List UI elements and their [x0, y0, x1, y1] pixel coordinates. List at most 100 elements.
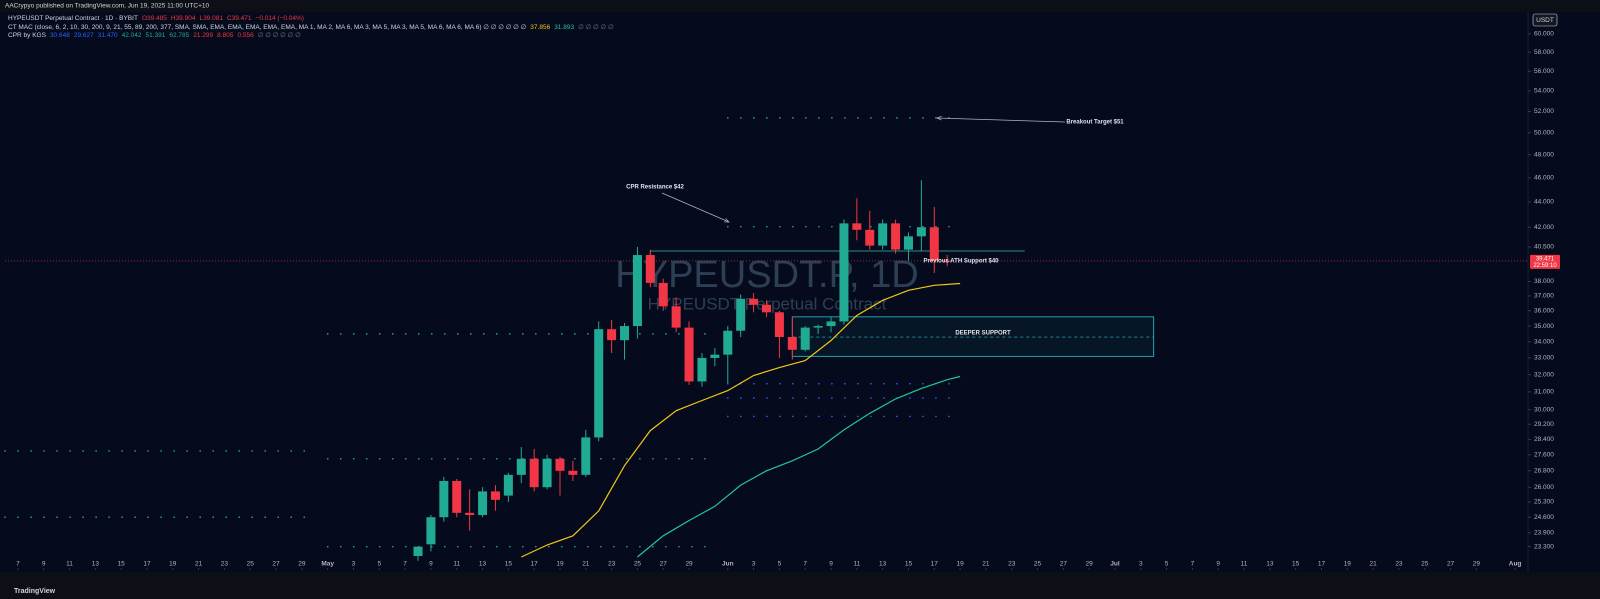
candle-body	[723, 330, 733, 355]
arrow-head	[723, 218, 730, 223]
x-tick-label: 17	[531, 561, 539, 568]
x-tick-label: 13	[879, 561, 887, 568]
x-tick-label: 3	[752, 561, 756, 568]
x-tick-label: 27	[272, 561, 280, 568]
annotation-arrow	[661, 192, 730, 223]
candle-body	[542, 458, 552, 488]
legend-item: CT MAC (close, 6, 2, 10, 30, 200, 9, 21,…	[8, 24, 527, 31]
x-tick-label: 11	[1241, 561, 1248, 568]
candle-body	[452, 480, 462, 513]
annotation: Breakout Target $51	[1066, 120, 1124, 126]
x-tick-label: 19	[169, 561, 177, 568]
annotation-arrow	[936, 117, 1066, 123]
x-tick-label: 9	[1216, 561, 1220, 568]
x-tick-label: 5	[778, 561, 782, 568]
legend-item: 51.391	[145, 32, 166, 39]
candle-body	[671, 306, 681, 328]
y-tick-label: 37.000	[1534, 293, 1554, 300]
y-tick-label: 44.000	[1534, 199, 1554, 206]
x-tick-label: 25	[1034, 561, 1042, 568]
publisher: AACrypyo published on TradingView.com, J…	[5, 3, 209, 10]
watermark-description: HYPEUSDT Perpetual Contract	[648, 294, 887, 313]
candle-body	[581, 437, 591, 475]
y-tick-label: 50.000	[1534, 129, 1554, 136]
x-tick-label: 19	[556, 561, 564, 568]
ma-line	[521, 282, 961, 558]
candle-body	[555, 458, 565, 471]
candle-body	[826, 321, 836, 327]
x-tick-label: 21	[1370, 561, 1378, 568]
x-tick-label: Aug	[1509, 561, 1522, 568]
x-tick-label: 25	[1421, 561, 1429, 568]
x-tick-label: 19	[956, 561, 964, 568]
footer-logo: TradingView	[14, 588, 56, 595]
currency-label[interactable]: USDT	[1536, 17, 1554, 24]
x-tick-label: 19	[1344, 561, 1352, 568]
candle-body	[839, 223, 849, 322]
candle-body	[426, 517, 436, 545]
legend-item: 29.627	[73, 32, 94, 39]
candle-body	[736, 298, 746, 331]
candle-body	[516, 458, 526, 475]
top-bar	[0, 0, 1600, 12]
x-tick-label: 23	[221, 561, 229, 568]
price-tag	[1530, 254, 1560, 269]
legend-item: ∅ ∅ ∅ ∅ ∅	[578, 24, 614, 31]
price-label: 39.471	[1536, 256, 1555, 262]
y-tick-label: 25.300	[1534, 499, 1554, 506]
x-tick-label: 7	[803, 561, 807, 568]
candle-body	[632, 255, 642, 327]
y-tick-label: 38.000	[1534, 278, 1554, 285]
countdown: 22:59:10	[1533, 263, 1557, 269]
y-tick-label: 28.400	[1534, 436, 1554, 443]
legend-item: 31.893	[554, 24, 575, 31]
candle-body	[490, 491, 500, 500]
ma-line	[637, 375, 961, 558]
legend-item: −0.014 (−0.04%)	[255, 15, 304, 22]
candle-body	[813, 326, 823, 328]
y-tick-label: 27.600	[1534, 452, 1554, 459]
candle-body	[774, 312, 784, 338]
legend-item: H39.904	[170, 15, 196, 22]
candle-body	[594, 329, 604, 438]
legend-item: O39.485	[141, 15, 167, 22]
x-tick-label: 17	[931, 561, 939, 568]
x-tick-label: 3	[352, 561, 356, 568]
candle-body	[413, 546, 423, 557]
legend-item: 31.470	[97, 32, 118, 39]
legend-item: 8.805	[217, 32, 234, 39]
legend-item: C39.471	[226, 15, 252, 22]
x-tick-label: 7	[403, 561, 407, 568]
y-tick-label: 32.000	[1534, 371, 1554, 378]
y-tick-label: 23.900	[1534, 530, 1554, 537]
candle-body	[684, 327, 694, 382]
candle-body	[787, 337, 797, 350]
x-tick-label: 11	[453, 561, 460, 568]
x-tick-label: 15	[505, 561, 513, 568]
candle-body	[478, 491, 488, 516]
x-tick-label: 21	[982, 561, 990, 568]
x-tick-label: 7	[16, 561, 20, 568]
footer-bar	[0, 572, 1600, 599]
candle-body	[878, 223, 888, 246]
currency-button[interactable]	[1532, 13, 1558, 27]
legend-item: 62.785	[169, 32, 190, 39]
x-tick-label: 23	[1395, 561, 1403, 568]
legend-item: L39.081	[199, 15, 223, 22]
x-tick-label: 17	[1318, 561, 1326, 568]
y-tick-label: 54.000	[1534, 88, 1554, 95]
x-tick-label: 13	[479, 561, 487, 568]
candle-body	[568, 470, 578, 475]
x-tick-label: 15	[1292, 561, 1300, 568]
legend-item: CPR by KGS	[8, 32, 46, 39]
candle-body	[465, 512, 475, 516]
candle-body	[658, 282, 668, 307]
legend-item: HYPEUSDT Perpetual Contract · 1D · BYBIT	[8, 15, 138, 22]
x-tick-label: 23	[1008, 561, 1016, 568]
x-tick-label: 7	[1191, 561, 1195, 568]
x-tick-label: 13	[92, 561, 100, 568]
x-tick-label: 9	[42, 561, 46, 568]
y-tick-label: 48.000	[1534, 152, 1554, 159]
y-tick-label: 52.000	[1534, 108, 1554, 115]
